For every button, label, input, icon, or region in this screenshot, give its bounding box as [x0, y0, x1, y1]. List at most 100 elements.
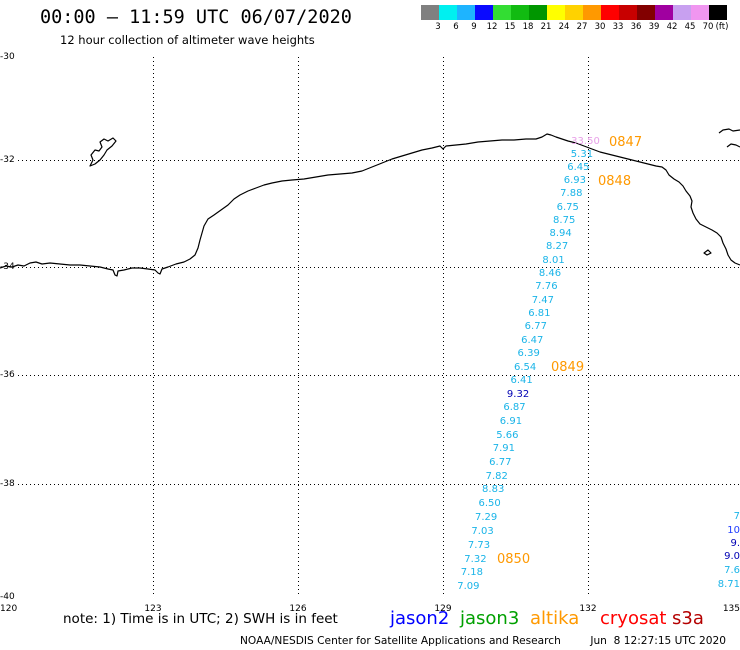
legend-swatch — [673, 5, 691, 20]
lat-label: -34 — [0, 262, 15, 272]
legend-label: 18 — [522, 22, 534, 32]
wave-height-label: 8.46 — [538, 267, 562, 279]
legend-label: 27 — [576, 22, 588, 32]
units-note: note: 1) Time is in UTC; 2) SWH is in fe… — [63, 611, 338, 627]
wave-height-label: 7.73 — [467, 539, 491, 551]
legend-label: 36 — [630, 22, 642, 32]
wave-height-label: 9. — [730, 538, 740, 549]
legend-swatch — [601, 5, 619, 20]
wave-height-label: 7.29 — [474, 511, 498, 523]
color-legend: (ft) 3 6 9 12 15 18 21 24 27 30 33 36 39 42 45 70 — [421, 5, 728, 35]
lon-label: 123 — [144, 604, 162, 614]
satellite-altika: altika — [530, 608, 580, 629]
lon-label: 126 — [289, 604, 307, 614]
wave-height-label: 6.93 — [563, 175, 586, 187]
lon-label: 135 — [722, 604, 740, 614]
wave-height-label: 8.94 — [549, 228, 572, 239]
wave-height-label: 9.0 — [724, 551, 740, 562]
wave-height-label: 10 — [727, 525, 740, 536]
wave-height-label: 8.27 — [545, 241, 569, 253]
satellite-cryosat: cryosat — [600, 608, 667, 629]
wave-height-label: 6.91 — [499, 416, 523, 427]
lon-label: 129 — [434, 604, 452, 614]
satellite-s3a: s3a — [672, 608, 704, 629]
pass-time-label: 0850 — [497, 552, 531, 567]
lon-label: 120 — [0, 604, 18, 614]
legend-label: 42 — [666, 22, 678, 32]
page-title: 00:00 – 11:59 UTC 06/07/2020 — [40, 7, 352, 28]
lat-label: -32 — [0, 155, 15, 165]
satellite-jason2: jason2 — [390, 608, 450, 629]
legend-label: 15 — [504, 22, 516, 32]
legend-swatch — [493, 5, 511, 20]
legend-label: 21 — [540, 22, 552, 32]
wave-height-label: 7.47 — [531, 294, 555, 306]
wave-height-label: 7.88 — [560, 188, 583, 200]
wave-height-label: 8.75 — [553, 214, 576, 226]
wave-height-label: 6.50 — [478, 498, 501, 510]
wave-height-label: 7.32 — [464, 553, 487, 565]
legend-label: 3 — [435, 22, 441, 32]
wave-height-label: 6.77 — [489, 456, 512, 468]
coastline-northeast — [718, 128, 740, 148]
island-east — [703, 249, 712, 256]
wave-height-label: 6.47 — [521, 334, 544, 346]
legend-label: 33 — [612, 22, 624, 32]
footer-credit: NOAA/NESDIS Center for Satellite Applica… — [240, 635, 561, 647]
footer-timestamp: Jun 8 12:27:15 UTC 2020 — [590, 635, 726, 647]
legend-swatch — [655, 5, 673, 20]
wave-height-label: 8.01 — [542, 254, 565, 266]
wave-height-label: 6.81 — [528, 307, 551, 319]
lat-label: -38 — [0, 479, 15, 489]
pass-time-label: 0847 — [609, 135, 643, 150]
page-subtitle: 12 hour collection of altimeter wave hei… — [60, 33, 315, 47]
legend-label: 45 — [684, 22, 696, 32]
coastline-group — [0, 128, 740, 277]
legend-label: 9 — [471, 22, 477, 32]
legend-swatch — [457, 5, 475, 20]
wave-height-label: 7.18 — [460, 567, 484, 579]
wave-height-label: 6.39 — [517, 348, 540, 360]
legend-swatch — [421, 5, 439, 20]
legend-swatch — [637, 5, 655, 20]
wave-height-label: 5.31 — [570, 149, 594, 161]
wave-height-label: 6.87 — [503, 402, 526, 414]
legend-label: 70 — [702, 22, 714, 32]
legend-swatch — [511, 5, 529, 20]
legend-swatch — [475, 5, 493, 20]
legend-swatch — [439, 5, 457, 20]
legend-swatch — [583, 5, 601, 20]
wave-height-label: 8.83 — [482, 484, 505, 496]
wave-height-label: 6.45 — [567, 162, 590, 174]
wave-height-label: 7 — [733, 511, 740, 522]
wave-height-label: 9.32 — [506, 388, 530, 400]
pass-time-label: 0848 — [598, 174, 632, 189]
wave-height-label: 7.03 — [471, 525, 494, 537]
wave-height-label: 7.82 — [485, 470, 508, 482]
satellite-jason3: jason3 — [460, 608, 520, 629]
wave-height-label: 7.09 — [457, 581, 480, 593]
wave-height-label: 7.91 — [492, 443, 515, 455]
wave-height-label: 6.77 — [524, 321, 547, 333]
coastline — [0, 133, 740, 277]
lat-label: -30 — [0, 52, 15, 62]
legend-swatch — [547, 5, 565, 20]
legend-swatch — [709, 5, 727, 20]
legend-label: 39 — [648, 22, 660, 32]
wave-height-label: 5.66 — [496, 429, 519, 441]
legend-label: 24 — [558, 22, 570, 32]
legend-label: 12 — [486, 22, 498, 32]
lat-label: -36 — [0, 370, 15, 380]
legend-swatch — [691, 5, 709, 20]
legend-label: 30 — [594, 22, 606, 32]
wave-height-label: 6.75 — [556, 201, 579, 213]
wave-height-label: 7.6 — [724, 565, 740, 576]
wave-height-label: 6.41 — [510, 375, 533, 387]
legend-swatch — [565, 5, 583, 20]
legend-swatch — [619, 5, 637, 20]
lat-label: -40 — [0, 592, 15, 602]
pass-time-label: 0849 — [551, 360, 585, 375]
lon-label: 132 — [579, 604, 597, 614]
